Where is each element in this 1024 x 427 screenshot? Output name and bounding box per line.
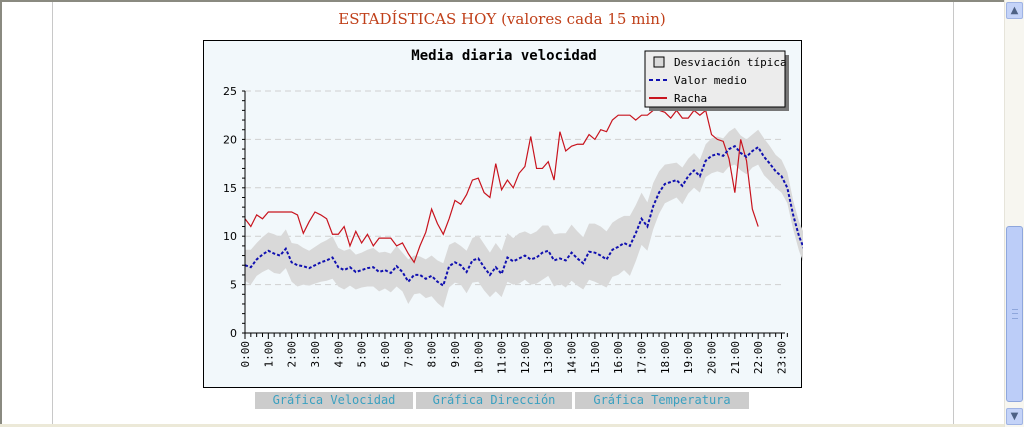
x-tick-label: 23:00 <box>776 341 789 374</box>
chevron-up-icon: ▲ <box>1010 5 1019 16</box>
grafica-velocidad-button[interactable]: Gráfica Velocidad <box>255 392 413 409</box>
x-tick-label: 22:00 <box>752 341 765 374</box>
x-tick-label: 6:00 <box>379 341 392 368</box>
legend-swatch-band <box>653 56 665 68</box>
x-tick-label: 13:00 <box>542 341 555 374</box>
x-tick-label: 21:00 <box>729 341 742 374</box>
x-tick-label: 12:00 <box>519 341 532 374</box>
x-tick-label: 16:00 <box>612 341 625 374</box>
x-tick-label: 2:00 <box>286 341 299 368</box>
x-tick-label: 0:00 <box>239 341 252 368</box>
y-tick-label: 15 <box>223 182 237 195</box>
x-tick-label: 1:00 <box>262 341 275 368</box>
axes: 0 5 10 15 20 25 0:00 1:00 2:00 3:00 4:00 5:00 6:00 7:… <box>223 85 789 374</box>
legend-box <box>644 50 786 108</box>
y-tick-label: 20 <box>223 133 237 146</box>
x-tick-label: 18:00 <box>659 341 672 374</box>
x-tick-label: 3:00 <box>309 341 322 368</box>
grafica-direccion-button[interactable]: Gráfica Dirección <box>416 392 572 409</box>
chart-container: Media diaria velocidad 0 5 10 15 20 25 0:00 1:0… <box>203 40 803 388</box>
chart-title: Media diaria velocidad <box>411 48 596 64</box>
x-tick-label: 4:00 <box>332 341 345 368</box>
x-tick-label: 8:00 <box>426 341 439 368</box>
std-dev-band <box>245 127 803 308</box>
page-title: ESTADÍSTICAS HOY (valores cada 15 min) <box>338 10 666 28</box>
chart-switch-buttons: Gráfica Velocidad Gráfica Dirección Gráf… <box>255 392 749 409</box>
column-divider-right <box>953 2 954 424</box>
window-frame-top <box>0 0 1024 2</box>
gust-line <box>244 109 759 264</box>
x-tick-label: 19:00 <box>682 341 695 374</box>
y-tick-label: 10 <box>223 230 237 243</box>
window-frame-left <box>0 0 2 427</box>
scrollbar-thumb[interactable] <box>1006 226 1023 402</box>
chart-svg: Media diaria velocidad 0 5 10 15 20 25 0:00 1:0… <box>223 48 803 374</box>
vertical-scrollbar[interactable]: ▲ ▼ <box>1004 0 1024 427</box>
grip-icon <box>1012 309 1018 319</box>
legend: Desviación típica Valor medio Racha <box>644 50 789 111</box>
x-tick-label: 9:00 <box>449 341 462 368</box>
gust-series <box>244 109 759 264</box>
x-tick-label: 10:00 <box>472 341 485 374</box>
window-frame-bottom <box>0 424 1004 427</box>
legend-label: Valor medio <box>674 74 747 87</box>
x-tick-label: 7:00 <box>402 341 415 368</box>
x-tick-label: 11:00 <box>496 341 509 374</box>
legend-label: Racha <box>674 92 707 105</box>
chevron-down-icon: ▼ <box>1010 411 1019 422</box>
y-tick-label: 0 <box>230 327 237 340</box>
x-tick-label: 17:00 <box>636 341 649 374</box>
x-tick-label: 14:00 <box>566 341 579 374</box>
std-dev-area <box>245 127 803 308</box>
y-tick-label: 25 <box>223 85 237 98</box>
y-tick-label: 5 <box>230 279 237 292</box>
x-tick-label: 20:00 <box>706 341 719 374</box>
scroll-down-button[interactable]: ▼ <box>1006 408 1023 425</box>
grafica-temperatura-button[interactable]: Gráfica Temperatura <box>575 392 749 409</box>
column-divider-left <box>52 2 53 424</box>
x-tick-label: 15:00 <box>589 341 602 374</box>
legend-label: Desviación típica <box>674 56 787 69</box>
scroll-up-button[interactable]: ▲ <box>1006 2 1023 19</box>
x-tick-label: 5:00 <box>356 341 369 368</box>
